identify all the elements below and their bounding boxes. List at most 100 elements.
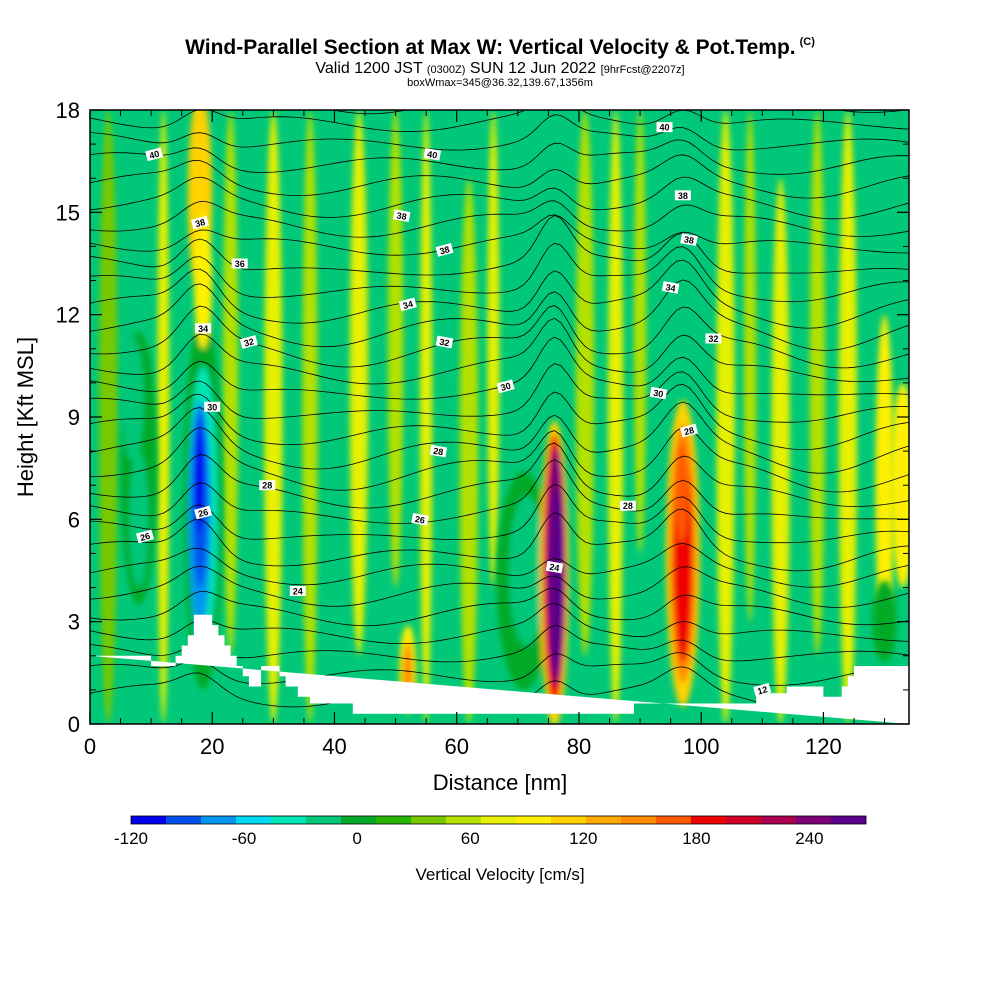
contour-label-bg: [656, 122, 673, 133]
downdraft-cell: [121, 338, 144, 462]
contour-label: 26: [411, 512, 429, 526]
colorbar-swatch: [271, 816, 307, 824]
y-axis-label: Height [Kft MSL]: [13, 337, 38, 497]
contour-label-text: 12: [756, 684, 768, 696]
x-tick-label: 80: [567, 734, 591, 759]
theta-contour: [90, 542, 909, 588]
colorbar-swatch: [796, 816, 832, 824]
y-tick-label: 9: [68, 405, 80, 430]
contour-label-text: 30: [500, 381, 512, 393]
contour-label-text: 38: [396, 210, 408, 222]
valid-post: SUN 12 Jun 2022: [469, 60, 597, 77]
contour-label-bg: [680, 233, 698, 246]
theta-contour: [90, 259, 909, 329]
field-streak: [838, 110, 858, 724]
theta-contour: [90, 459, 909, 524]
chart-title: Wind-Parallel Section at Max W: Vertical…: [0, 36, 1000, 60]
contour-label: 38: [674, 190, 691, 201]
contour-label-text: 30: [207, 402, 217, 412]
field-streak: [875, 314, 894, 656]
y-tick-label: 3: [68, 610, 80, 635]
colorbar-tick-label: 60: [461, 829, 480, 848]
y-tick-label: 12: [56, 303, 80, 328]
box-wmax-line: boxWmax=345@36.32,139.67,1356m: [407, 77, 593, 89]
contour-label-bg: [435, 335, 454, 349]
y-tick-label: 6: [68, 507, 80, 532]
theta-contour: [90, 442, 909, 509]
field-streak: [771, 178, 790, 724]
y-tick-label: 18: [56, 98, 80, 123]
colorbar-swatch: [516, 816, 552, 824]
contour-label-bg: [190, 215, 210, 230]
contour-label: 34: [661, 281, 680, 294]
contour-label: 30: [649, 386, 668, 400]
y-tick-label: 15: [56, 200, 80, 225]
contour-label-bg: [411, 512, 429, 526]
contour-label-text: 26: [197, 507, 209, 519]
x-tick-label: 120: [805, 734, 842, 759]
colorbar-swatch: [131, 816, 167, 824]
contour-label: 40: [423, 147, 442, 161]
theta-contour: [90, 508, 909, 572]
colorbar-swatch: [341, 816, 377, 824]
contour-label-bg: [194, 505, 213, 520]
field-streak: [349, 110, 369, 656]
contour-label-text: 38: [438, 244, 450, 256]
contour-label-text: 26: [139, 531, 151, 543]
colorbar-swatch: [481, 816, 517, 824]
contour-label-bg: [398, 297, 417, 312]
terrain-profile: [90, 614, 909, 724]
colorbar-swatch: [306, 816, 342, 824]
contour-label-text: 38: [678, 191, 688, 201]
theta-contour: [90, 652, 909, 686]
colorbar-tick-label: 180: [682, 829, 710, 848]
contour-label: 32: [435, 335, 454, 349]
x-tick-label: 40: [322, 734, 346, 759]
theta-contour: [90, 215, 909, 276]
contour-label-text: 30: [653, 388, 665, 400]
contour-labels: 40 40 40 38 38 38 38 38 36 34 34 34 32 32 32 30 30 30 28 28…: [135, 122, 772, 697]
colorbar-tick-label: 0: [352, 829, 361, 848]
x-tick-label: 20: [200, 734, 224, 759]
theta-contour: [90, 363, 909, 423]
field-streak: [99, 110, 118, 724]
contour-label: 40: [656, 122, 673, 133]
contour-label-text: 32: [243, 336, 255, 348]
field-streak: [420, 110, 433, 724]
contour-label-bg: [674, 190, 691, 201]
x-tick-label: 100: [683, 734, 720, 759]
theta-contour: [90, 214, 909, 256]
valid-utc: (0300Z): [426, 64, 466, 76]
contour-label-bg: [679, 423, 699, 438]
contour-label: 38: [435, 242, 454, 257]
colorbar-tick-label: 120: [569, 829, 597, 848]
theta-contour: [90, 242, 909, 303]
contour-label-bg: [195, 323, 212, 334]
theta-contour: [90, 200, 909, 238]
downdraft-cell: [508, 495, 546, 646]
field-streak: [459, 178, 479, 724]
contour-label-bg: [259, 480, 276, 491]
contour-label-bg: [204, 401, 221, 412]
field-streak: [608, 110, 624, 724]
contour-label: 38: [680, 233, 698, 246]
updraft-cell: [193, 212, 213, 349]
contour-label-bg: [289, 586, 306, 596]
contour-label-bg: [753, 682, 772, 697]
field-texture: [99, 110, 894, 724]
field-streak: [222, 110, 239, 656]
field-streak: [387, 110, 404, 588]
theta-contour: [90, 154, 909, 199]
field-streak: [487, 110, 500, 588]
colorbar-swatch: [411, 816, 447, 824]
contour-label-bg: [392, 209, 411, 223]
colorbar-swatch: [446, 816, 482, 824]
contour-label-bg: [423, 147, 442, 161]
contour-label: 26: [194, 505, 213, 520]
field-streak: [809, 110, 825, 656]
contour-label-bg: [135, 529, 155, 544]
contour-label-text: 28: [433, 446, 445, 458]
theta-contour: [90, 176, 909, 220]
